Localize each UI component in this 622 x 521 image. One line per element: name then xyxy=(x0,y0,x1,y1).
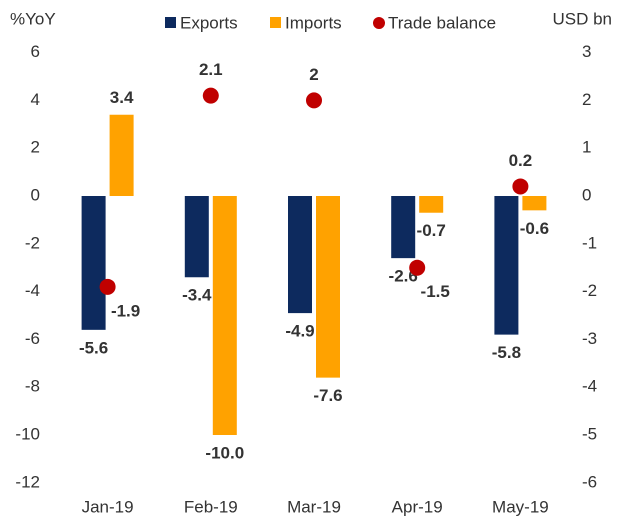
dot xyxy=(202,87,219,104)
bar xyxy=(288,196,312,314)
bar xyxy=(109,114,134,196)
y2-tick-label: -6 xyxy=(582,472,597,491)
y-tick-label: 4 xyxy=(31,90,40,109)
bar xyxy=(212,196,237,435)
bar xyxy=(81,196,106,330)
y2-tick-label: -2 xyxy=(582,281,597,300)
bar xyxy=(419,196,444,213)
legend-label: Imports xyxy=(285,13,342,32)
data-label: -3.4 xyxy=(182,286,212,305)
bar xyxy=(391,196,416,259)
y2-tick-label: 0 xyxy=(582,185,591,204)
dot xyxy=(409,259,426,276)
legend-label: Trade balance xyxy=(388,13,496,32)
y-tick-label: 2 xyxy=(31,138,40,157)
y2-tick-label: -1 xyxy=(582,233,597,252)
data-label: 2 xyxy=(309,65,318,84)
dot xyxy=(512,178,529,195)
data-label: -5.8 xyxy=(492,343,521,362)
y2-tick-label: -3 xyxy=(582,329,597,348)
y-tick-label: -6 xyxy=(25,329,40,348)
legend-label: Exports xyxy=(180,13,238,32)
y-tick-label: 0 xyxy=(31,185,40,204)
bar xyxy=(316,196,340,378)
data-label: -7.6 xyxy=(313,386,342,405)
y2-tick-label: 3 xyxy=(582,42,591,61)
data-label: -5.6 xyxy=(79,338,108,357)
legend-marker xyxy=(165,17,176,28)
y2-tick-label: -5 xyxy=(582,424,597,443)
bar xyxy=(184,196,209,278)
y-tick-label: -4 xyxy=(25,281,40,300)
data-label: -0.6 xyxy=(520,219,549,238)
data-label: -4.9 xyxy=(285,322,314,341)
data-label: -1.9 xyxy=(111,301,140,320)
legend-marker xyxy=(270,17,281,28)
data-label: -10.0 xyxy=(205,443,244,462)
x-tick-label: Mar-19 xyxy=(287,497,341,516)
x-tick-label: Feb-19 xyxy=(184,497,238,516)
y2-tick-label: -4 xyxy=(582,377,597,396)
dot xyxy=(306,92,322,109)
data-label: -0.7 xyxy=(417,221,446,240)
x-tick-label: Apr-19 xyxy=(392,497,443,516)
data-label: 3.4 xyxy=(110,88,134,107)
y-axis-title: %YoY xyxy=(10,9,56,28)
bar xyxy=(522,196,547,211)
y-tick-label: -2 xyxy=(25,233,40,252)
x-tick-label: Jan-19 xyxy=(82,497,134,516)
bar xyxy=(494,196,519,335)
legend-marker xyxy=(373,17,385,29)
y2-tick-label: 1 xyxy=(582,138,591,157)
data-label: 0.2 xyxy=(509,151,533,170)
y-tick-label: -12 xyxy=(15,472,40,491)
dot xyxy=(99,278,116,295)
data-label: 2.1 xyxy=(199,60,223,79)
y-tick-label: -8 xyxy=(25,377,40,396)
y2-tick-label: 2 xyxy=(582,90,591,109)
data-label: -1.5 xyxy=(421,282,450,301)
x-tick-label: May-19 xyxy=(492,497,549,516)
y-tick-label: -10 xyxy=(15,424,40,443)
y2-axis-title: USD bn xyxy=(552,9,612,28)
y-tick-label: 6 xyxy=(31,42,40,61)
